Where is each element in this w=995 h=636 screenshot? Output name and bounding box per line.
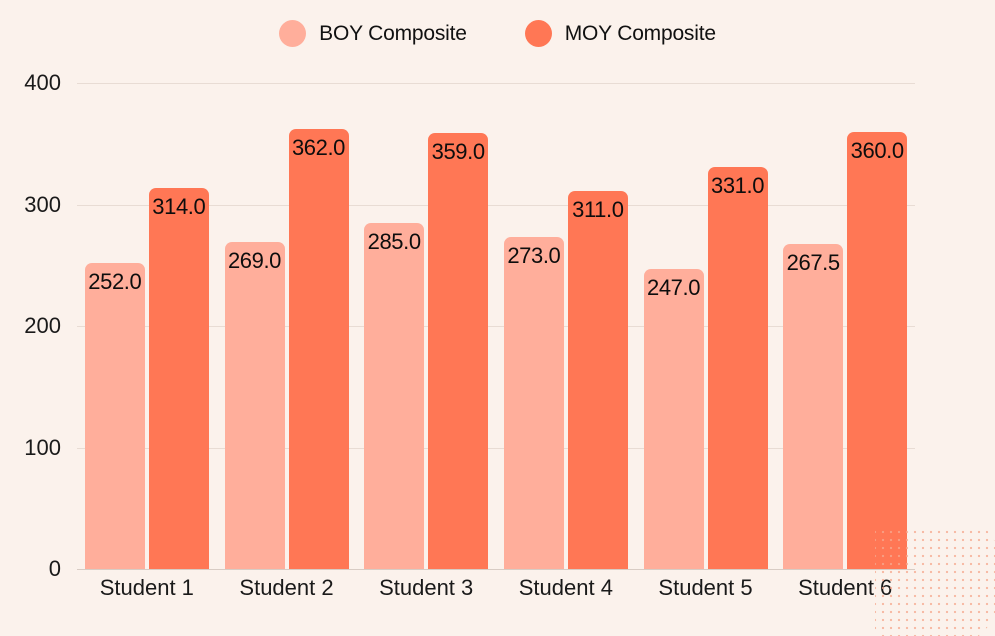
x-axis-label: Student 4 <box>518 575 613 600</box>
legend-label-boy: BOY Composite <box>319 21 467 45</box>
bar-value-label: 273.0 <box>507 243 561 269</box>
bar-value-label: 311.0 <box>572 197 624 223</box>
x-axis-label: Student 6 <box>798 575 893 600</box>
legend-item-moy-composite[interactable]: MOY Composite <box>524 20 716 47</box>
bar-moy[interactable]: 362.0 <box>288 129 349 569</box>
bar-group: 285.0 359.0 <box>356 83 496 569</box>
y-axis-tick-400: 400 <box>24 70 61 95</box>
bar-boy[interactable]: 252.0 <box>84 262 145 569</box>
gridline-200: 200 <box>24 313 915 338</box>
bar-group: 267.5 360.0 <box>775 83 915 569</box>
x-axis-labels: Student 1 Student 2 Student 3 Student 4 Stud… <box>77 575 915 601</box>
plot-area: 0 100 200 300 400 252.0 314.0 269.0 362.0 285.0 3… <box>24 70 915 581</box>
bar-boy[interactable]: 273.0 <box>503 237 564 569</box>
bar-moy[interactable]: 331.0 <box>707 166 768 569</box>
bar-value-label: 267.5 <box>786 250 840 275</box>
x-axis-label: Student 3 <box>379 575 474 600</box>
y-axis-tick-0: 0 <box>48 556 61 581</box>
bar-moy[interactable]: 360.0 <box>847 131 908 569</box>
bar-group: 273.0 311.0 <box>496 83 636 569</box>
legend-swatch-icon-moy <box>524 20 552 47</box>
y-axis-tick-100: 100 <box>24 434 61 460</box>
bar-moy[interactable]: 311.0 <box>567 191 628 569</box>
bar-value-label: 269.0 <box>227 248 282 274</box>
y-axis-tick-200: 200 <box>24 313 61 338</box>
bar-value-label: 362.0 <box>291 135 346 161</box>
bar-group: 247.0 331.0 <box>636 83 776 569</box>
x-axis-label: Student 2 <box>239 575 334 600</box>
bar-boy[interactable]: 269.0 <box>224 242 285 569</box>
gridline-300: 300 <box>24 192 915 217</box>
bar-moy[interactable]: 359.0 <box>428 132 489 569</box>
bar-group: 269.0 362.0 <box>217 83 357 569</box>
chart-legend: BOY Composite MOY Composite <box>0 20 995 47</box>
bar-value-label: 252.0 <box>88 268 142 294</box>
bar-moy[interactable]: 314.0 <box>148 187 209 569</box>
bar-value-label: 314.0 <box>152 193 206 219</box>
bar-boy[interactable]: 285.0 <box>364 222 425 569</box>
bar-boy[interactable]: 247.0 <box>643 268 704 569</box>
legend-label-moy: MOY Composite <box>564 21 716 45</box>
bar-value-label: 359.0 <box>431 138 485 164</box>
gridline-100: 100 <box>24 435 915 460</box>
x-axis-label: Student 1 <box>99 575 194 600</box>
legend-swatch-icon-boy <box>279 20 307 47</box>
bar-groups: 252.0 314.0 269.0 362.0 285.0 359.0 273.0 311.0… <box>77 83 915 569</box>
gridline-0: 0 <box>49 556 915 581</box>
bar-group: 252.0 314.0 <box>77 83 217 569</box>
y-axis-tick-300: 300 <box>24 191 61 217</box>
gridline-400: 400 <box>24 70 915 95</box>
bar-value-label: 360.0 <box>850 137 904 163</box>
bar-value-label: 247.0 <box>646 274 701 300</box>
bar-value-label: 285.0 <box>367 228 421 254</box>
bar-value-label: 331.0 <box>710 172 765 198</box>
bar-boy[interactable]: 267.5 <box>783 244 844 569</box>
x-axis-label: Student 5 <box>658 575 753 600</box>
legend-item-boy-composite[interactable]: BOY Composite <box>279 20 467 47</box>
